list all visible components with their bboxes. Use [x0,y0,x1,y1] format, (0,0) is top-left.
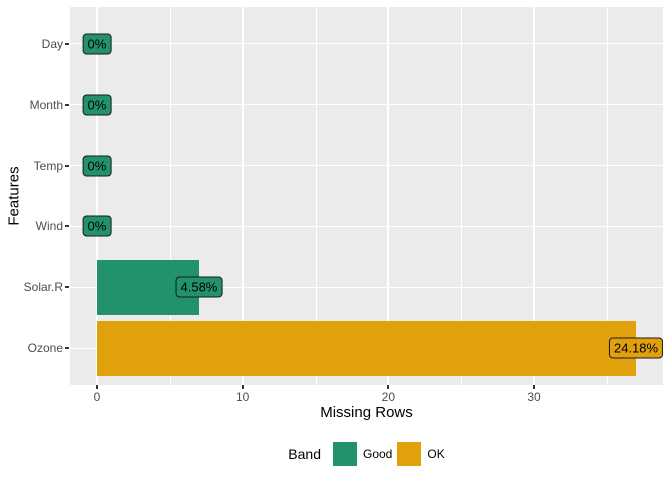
gridline-minor-x-15 [315,7,317,385]
gridline-major-y-solar-r [70,286,663,288]
gridline-major-y-wind [70,225,663,227]
y-tick-label-month: Month [29,97,63,112]
x-tick-label-10: 10 [235,390,250,404]
y-tick-day [65,42,69,45]
y-tick-label-solar-r: Solar.R [23,280,63,295]
bar-label-ozone: 24.18% [608,337,664,359]
gridline-minor-x-5 [169,7,171,385]
legend-entries: Good OK [328,442,445,466]
x-tick-label-20: 20 [381,390,396,404]
x-tick-20 [387,385,390,389]
gridline-major-y-day [70,43,663,45]
legend-key-good-icon [333,442,357,466]
y-tick-ozone [65,347,69,350]
gridline-major-x-20 [387,7,390,385]
bar-label-wind: 0% [82,215,112,237]
bar-label-day: 0% [82,33,112,55]
legend-item-ok: OK [397,442,445,466]
y-tick-month [65,103,69,106]
legend-label-ok: OK [427,447,445,461]
bar-label-month: 0% [82,94,112,116]
bar-label-temp: 0% [82,155,112,177]
legend: Band Good OK [70,441,663,467]
y-tick-label-ozone: Ozone [27,341,63,356]
legend-title: Band [288,446,321,462]
x-tick-30 [533,385,536,389]
y-axis-title: Features [5,166,23,226]
legend-key-ok-icon [397,442,422,466]
y-tick-wind [65,225,69,228]
legend-label-good: Good [363,447,393,461]
gridline-minor-x-35 [606,7,608,385]
x-tick-0 [95,385,98,389]
y-tick-label-temp: Temp [33,158,63,173]
gridline-minor-x-25 [461,7,463,385]
plot-panel: 0% 0% 0% 0% 4.58% 24.18% [70,7,664,385]
gridline-major-x-0 [95,7,98,385]
x-tick-10 [241,385,244,389]
y-tick-label-day: Day [41,36,63,51]
y-tick-temp [65,164,69,167]
gridline-major-y-temp [70,165,663,167]
gridline-major-x-10 [241,7,244,385]
y-tick-label-wind: Wind [35,219,63,234]
y-tick-solar-r [65,286,69,289]
legend-item-good: Good [333,442,392,466]
x-axis-title: Missing Rows [320,404,413,421]
x-tick-label-30: 30 [527,390,541,404]
bar-ozone [96,320,637,376]
x-tick-label-0: 0 [93,390,101,404]
bar-label-solar-r: 4.58% [175,276,223,298]
gridline-major-y-month [70,104,663,106]
gridline-major-x-30 [533,7,536,385]
